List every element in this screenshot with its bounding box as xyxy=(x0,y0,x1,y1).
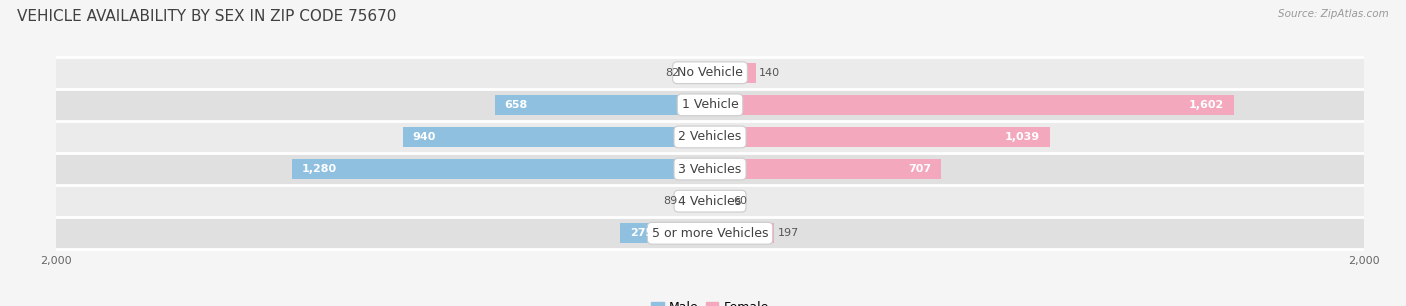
Text: 2 Vehicles: 2 Vehicles xyxy=(679,130,741,144)
Text: 707: 707 xyxy=(908,164,931,174)
Text: 275: 275 xyxy=(630,228,652,238)
Text: 197: 197 xyxy=(778,228,799,238)
Bar xyxy=(56,57,1364,89)
Text: 4 Vehicles: 4 Vehicles xyxy=(679,195,741,208)
Bar xyxy=(495,95,710,115)
Text: No Vehicle: No Vehicle xyxy=(678,66,742,79)
Text: 89: 89 xyxy=(664,196,678,206)
Bar xyxy=(710,95,1233,115)
Bar xyxy=(681,191,710,211)
Legend: Male, Female: Male, Female xyxy=(647,296,773,306)
Text: 658: 658 xyxy=(505,100,529,110)
Bar xyxy=(710,223,775,243)
Bar xyxy=(620,223,710,243)
Text: Source: ZipAtlas.com: Source: ZipAtlas.com xyxy=(1278,9,1389,19)
Text: 940: 940 xyxy=(412,132,436,142)
Text: 60: 60 xyxy=(733,196,747,206)
Bar xyxy=(56,121,1364,153)
Bar xyxy=(710,159,941,179)
Bar xyxy=(710,127,1050,147)
Text: 140: 140 xyxy=(759,68,780,78)
Bar xyxy=(710,191,730,211)
Bar xyxy=(56,89,1364,121)
Bar xyxy=(710,63,756,83)
Text: 5 or more Vehicles: 5 or more Vehicles xyxy=(652,227,768,240)
Bar xyxy=(402,127,710,147)
Bar xyxy=(56,153,1364,185)
Text: 1,602: 1,602 xyxy=(1188,100,1223,110)
Bar xyxy=(683,63,710,83)
Text: 1,280: 1,280 xyxy=(301,164,336,174)
Bar xyxy=(291,159,710,179)
Bar xyxy=(56,217,1364,249)
Text: VEHICLE AVAILABILITY BY SEX IN ZIP CODE 75670: VEHICLE AVAILABILITY BY SEX IN ZIP CODE … xyxy=(17,9,396,24)
Text: 1,039: 1,039 xyxy=(1005,132,1040,142)
Bar xyxy=(56,185,1364,217)
Text: 82: 82 xyxy=(665,68,681,78)
Text: 1 Vehicle: 1 Vehicle xyxy=(682,98,738,111)
Text: 3 Vehicles: 3 Vehicles xyxy=(679,162,741,176)
